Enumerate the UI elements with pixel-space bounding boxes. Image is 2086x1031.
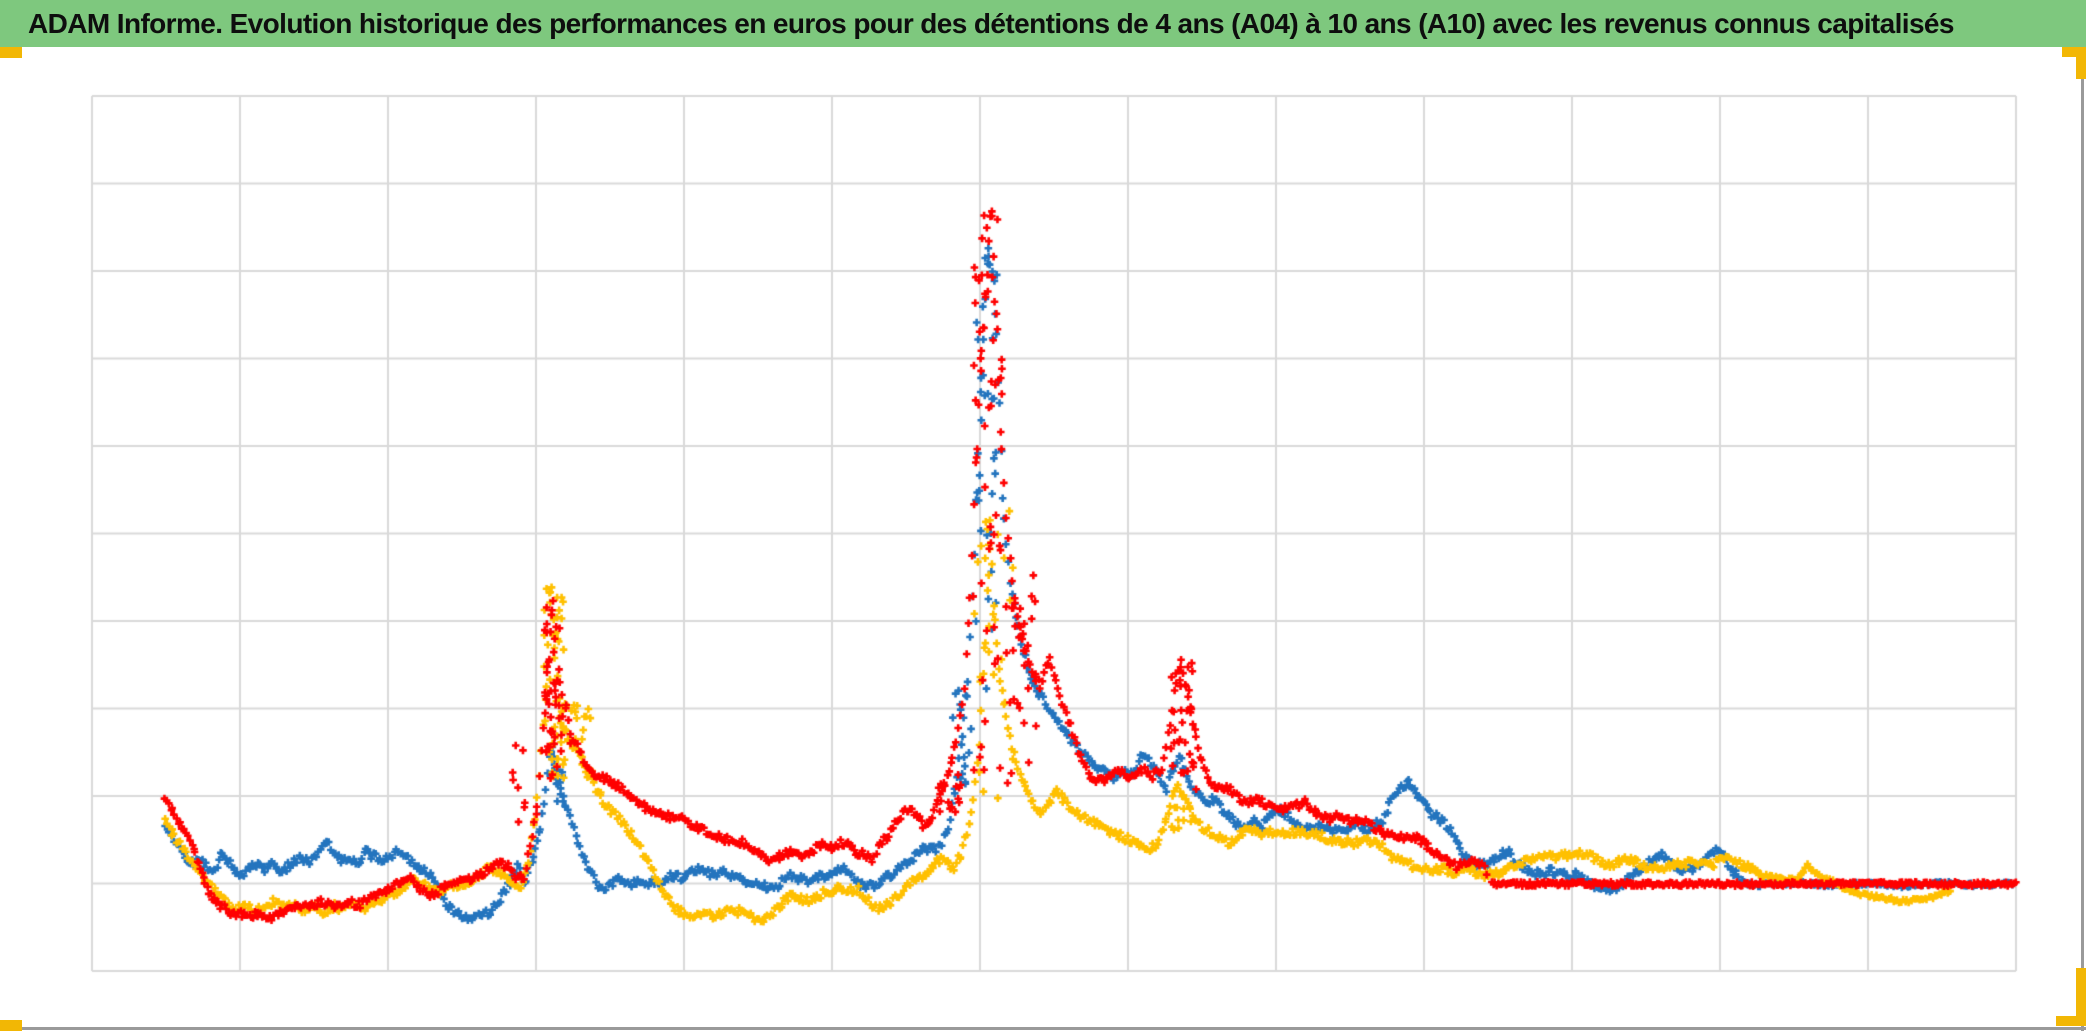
- corner-mark-top-left: [0, 47, 22, 58]
- page-edge-line-bottom: [0, 1027, 2086, 1030]
- corner-mark-top-right-vertical: [2076, 47, 2086, 79]
- page-edge-line-right: [2081, 47, 2084, 1031]
- corner-mark-top-right-horizontal: [2062, 47, 2086, 57]
- corner-mark-bottom-right-horizontal: [2056, 1016, 2086, 1026]
- corner-mark-bottom-left: [0, 1020, 22, 1031]
- corner-mark-bottom-right-vertical: [2076, 968, 2086, 1026]
